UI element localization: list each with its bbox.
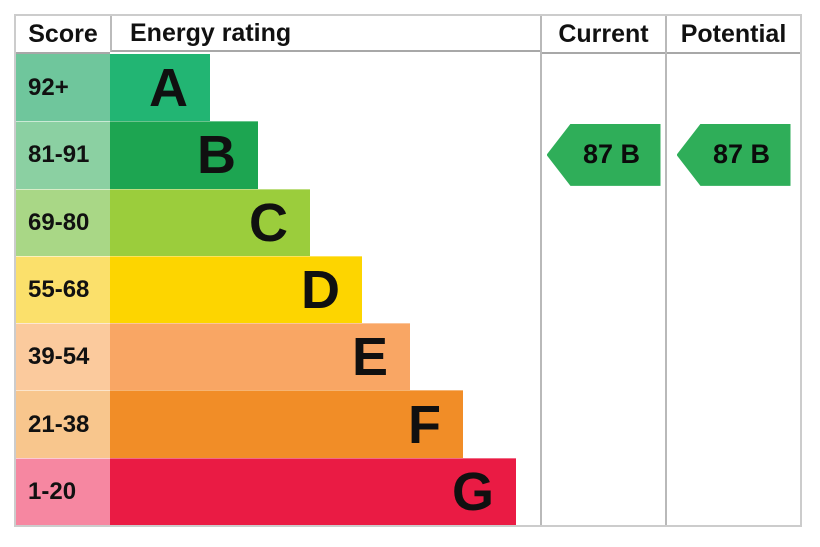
potential-column: Potential 87 B (665, 16, 800, 525)
rating-bar-a: A (110, 54, 210, 122)
score-range: 21-38 (16, 390, 110, 458)
rating-letter: F (408, 394, 441, 455)
epc-row-g: 1-20 G (16, 457, 540, 525)
bar-area: A (110, 54, 540, 122)
score-range: 39-54 (16, 323, 110, 391)
rating-bar-c: C (110, 188, 310, 256)
epc-row-a: 92+ A (16, 54, 540, 122)
rating-letter: C (249, 192, 288, 253)
potential-rating-arrow: 87 B (676, 123, 791, 186)
rating-letter: B (197, 125, 236, 186)
bar-area: G (110, 457, 540, 525)
rating-bar-e: E (110, 323, 410, 391)
rating-letter: E (351, 327, 388, 388)
epc-row-b: 81-91 B (16, 121, 540, 189)
bar-area: B (110, 121, 540, 189)
rating-bar-b: B (110, 121, 258, 189)
rating-bar-d: D (110, 255, 362, 324)
rating-bar-f: F (110, 390, 463, 458)
current-column: Current 87 B (540, 16, 665, 525)
current-column-header: Current (542, 16, 665, 54)
rating-letter: G (451, 461, 494, 522)
potential-rating-label: 87 B (712, 139, 771, 170)
rating-bar-g: G (110, 457, 516, 525)
bar-area: C (110, 188, 540, 256)
rating-letter: A (149, 57, 188, 118)
score-range: 81-91 (16, 121, 110, 189)
bar-area: E (110, 323, 540, 391)
score-range: 55-68 (16, 255, 110, 324)
bar-area: F (110, 390, 540, 458)
epc-row-c: 69-80 C (16, 188, 540, 256)
epc-row-e: 39-54 E (16, 323, 540, 391)
rating-rows: 92+ A 81-91 B 69-80 C 55-68 D 39-54 E 21-38 F 1-20 G (16, 54, 540, 525)
score-range: 69-80 (16, 188, 110, 256)
epc-row-f: 21-38 F (16, 390, 540, 458)
score-range: 92+ (16, 54, 110, 122)
score-column-header: Score (16, 16, 110, 54)
current-rating-arrow: 87 B (546, 123, 661, 186)
potential-column-header: Potential (667, 16, 800, 54)
bar-area: D (110, 255, 540, 324)
energy-rating-column-header: Energy rating (110, 16, 540, 52)
rating-letter: D (301, 259, 340, 320)
epc-energy-rating-chart: Score Energy rating 92+ A 81-91 B 69-80 C 55-6… (14, 14, 802, 527)
epc-row-d: 55-68 D (16, 255, 540, 324)
current-rating-label: 87 B (582, 139, 641, 170)
score-range: 1-20 (16, 457, 110, 525)
